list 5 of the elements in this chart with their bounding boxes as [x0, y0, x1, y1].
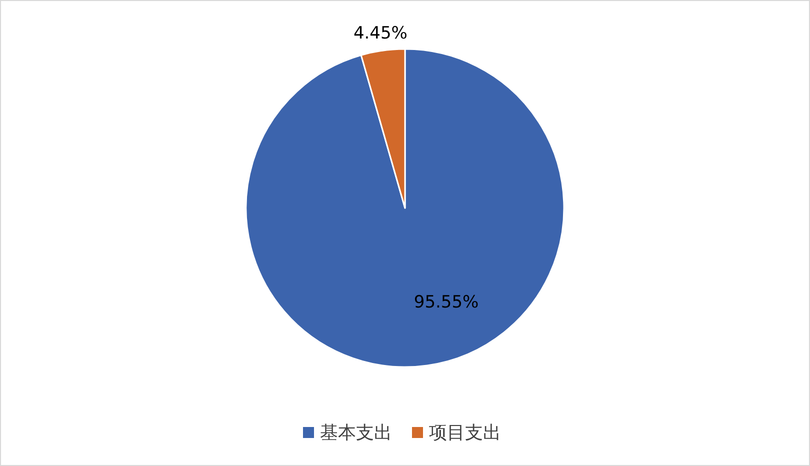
legend-label: 项目支出	[429, 422, 501, 444]
legend-label: 基本支出	[320, 422, 392, 444]
data-label: 4.45%	[353, 24, 408, 44]
pie-slice	[245, 48, 565, 368]
data-label: 95.55%	[414, 292, 479, 312]
